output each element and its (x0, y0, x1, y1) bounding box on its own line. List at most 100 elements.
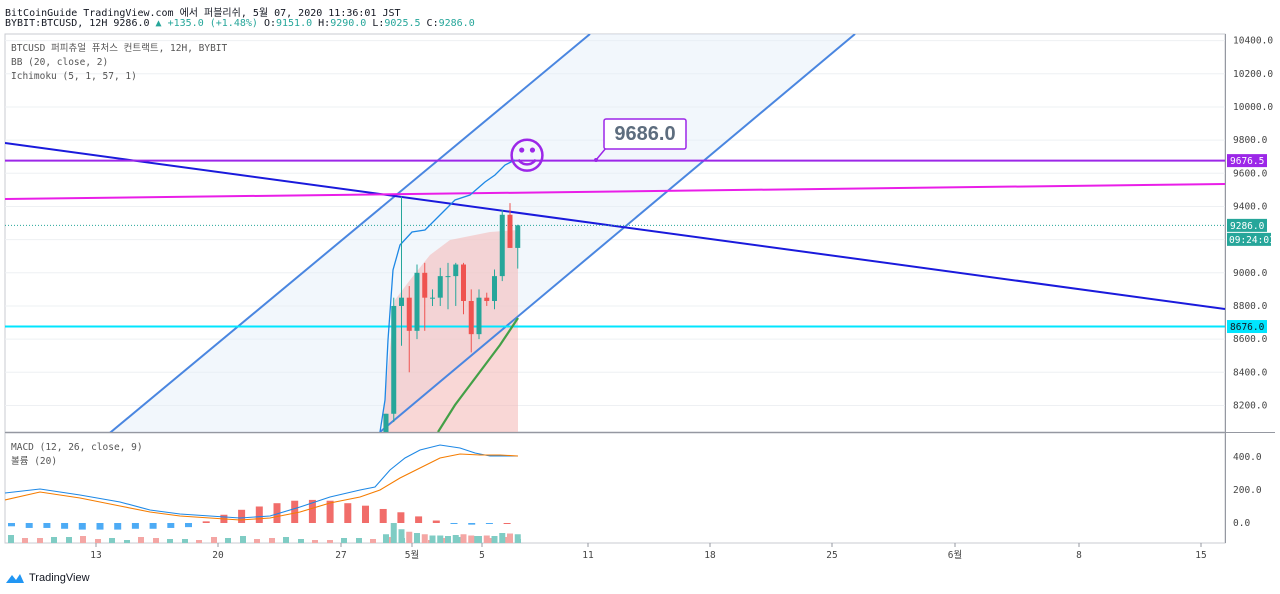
macd-hist-bar (61, 523, 69, 529)
time-tick-label: 11 (582, 550, 594, 561)
candle-body (422, 272, 428, 298)
volume-bar (383, 534, 389, 543)
price-tick-label: 8600.0 (1233, 334, 1268, 345)
candle[interactable] (406, 286, 412, 373)
volume-bar (196, 540, 202, 543)
time-tick-label: 8 (1076, 550, 1082, 561)
chart-header-publish: BitCoinGuide TradingView.com 에서 퍼블리쉬, 5월… (5, 8, 401, 19)
time-tick-label: 20 (212, 550, 224, 561)
volume-bar (390, 523, 397, 543)
macd-hist-bar (43, 523, 51, 528)
candle[interactable] (453, 262, 459, 306)
volume-bar (167, 539, 173, 543)
symbol: BYBIT:BTCUSD, 12H (5, 18, 108, 29)
volume-bar (460, 534, 467, 543)
candles[interactable] (383, 196, 521, 497)
volume-bar (429, 535, 436, 543)
candle[interactable] (484, 292, 490, 306)
price-tick-label: 9000.0 (1233, 268, 1268, 279)
price-tick-label: 9600.0 (1233, 168, 1268, 179)
signal-line (5, 453, 519, 521)
price-tick-label: 10200.0 (1233, 69, 1273, 80)
legend-ichimoku[interactable]: Ichimoku (5, 1, 57, 1) (11, 71, 137, 82)
candle[interactable] (430, 289, 435, 306)
candle[interactable] (476, 289, 482, 340)
legend-bb[interactable]: BB (20, close, 2) (11, 57, 108, 68)
open-value: 9151.0 (275, 18, 313, 29)
price-annotation[interactable]: 9686.0 (594, 118, 687, 162)
candle[interactable] (414, 264, 420, 340)
candle[interactable] (422, 262, 428, 331)
magenta-trendline[interactable] (5, 183, 1225, 200)
volume-bar (138, 537, 144, 543)
channel-lower-line[interactable] (379, 34, 856, 432)
candle-body (499, 214, 505, 277)
price-tag-level-high: 9676.5 (1227, 154, 1267, 168)
brand-name: TradingView (29, 572, 90, 584)
volume-bar (414, 533, 420, 543)
candle[interactable] (383, 413, 389, 497)
candle-body (476, 297, 482, 335)
candle-body (492, 276, 497, 301)
candle[interactable] (399, 196, 404, 346)
volume-bar (269, 538, 275, 543)
low-value: 9025.5 (384, 18, 421, 29)
candle[interactable] (499, 209, 505, 282)
legend-macd[interactable]: MACD (12, 26, close, 9) (11, 442, 143, 453)
price-tag-current: 9286.0 09:24:01 (1227, 218, 1275, 246)
candle[interactable] (507, 203, 513, 248)
candle[interactable] (492, 269, 497, 310)
macd-tick-label: 200.0 (1233, 485, 1262, 496)
macd-hist-bar (149, 523, 157, 529)
volume-bar (327, 540, 333, 543)
macd-hist-bar (468, 523, 476, 525)
time-tick-label: 5 (479, 550, 485, 561)
candle[interactable] (468, 289, 474, 353)
price-tick-label: 8400.0 (1233, 367, 1268, 378)
volume-bar (225, 538, 231, 543)
macd-axis[interactable]: 400.0 200.0 0.0 (1233, 452, 1262, 529)
macd-hist-bar (362, 505, 369, 523)
price-pane[interactable] (4, 33, 1226, 433)
trendlines[interactable] (5, 34, 1225, 520)
candle[interactable] (461, 262, 466, 315)
price-tick-label: 10400.0 (1233, 36, 1273, 47)
time-tick-label: 25 (826, 550, 837, 561)
volume-bars (8, 523, 521, 543)
volume-bar (452, 535, 459, 543)
volume-bar (109, 538, 115, 543)
price-tick-label: 8200.0 (1233, 400, 1268, 411)
volume-bar (491, 536, 498, 543)
candle-body (430, 297, 435, 299)
channel-upper-line[interactable] (5, 34, 591, 520)
candle[interactable] (391, 297, 397, 423)
candle[interactable] (515, 224, 521, 269)
macd-hist-bar (485, 523, 493, 524)
candle-body (461, 264, 466, 301)
volume-bar (312, 540, 318, 543)
macd-hist-bar (344, 503, 352, 523)
footer-brand[interactable]: TradingView (5, 572, 90, 584)
time-tick-label: 5월 (405, 549, 419, 561)
time-axis[interactable]: 13 20 27 5월 5 11 18 25 6월 8 15 (90, 543, 1207, 561)
time-tick-label: 15 (1195, 550, 1206, 561)
volume-bar (298, 539, 304, 543)
close-value: 9286.0 (438, 18, 475, 29)
legend-volume[interactable]: 볼륨 (20) (11, 456, 57, 467)
volume-bar (22, 538, 28, 543)
volume-bar (124, 540, 130, 543)
volume-bar (95, 539, 101, 543)
candle[interactable] (437, 267, 443, 306)
descending-trendline[interactable] (5, 142, 1225, 310)
volume-bar (356, 538, 362, 543)
volume-bar (283, 537, 289, 543)
macd-tick-label: 0.0 (1233, 518, 1250, 529)
macd-hist-bar (167, 523, 175, 528)
candle[interactable] (445, 262, 451, 310)
candle-body (406, 297, 412, 331)
svg-text:8676.0: 8676.0 (1230, 322, 1265, 333)
macd-hist-bar (291, 500, 299, 523)
macd-hist-bar (78, 523, 86, 530)
macd-pane[interactable] (4, 432, 1226, 544)
